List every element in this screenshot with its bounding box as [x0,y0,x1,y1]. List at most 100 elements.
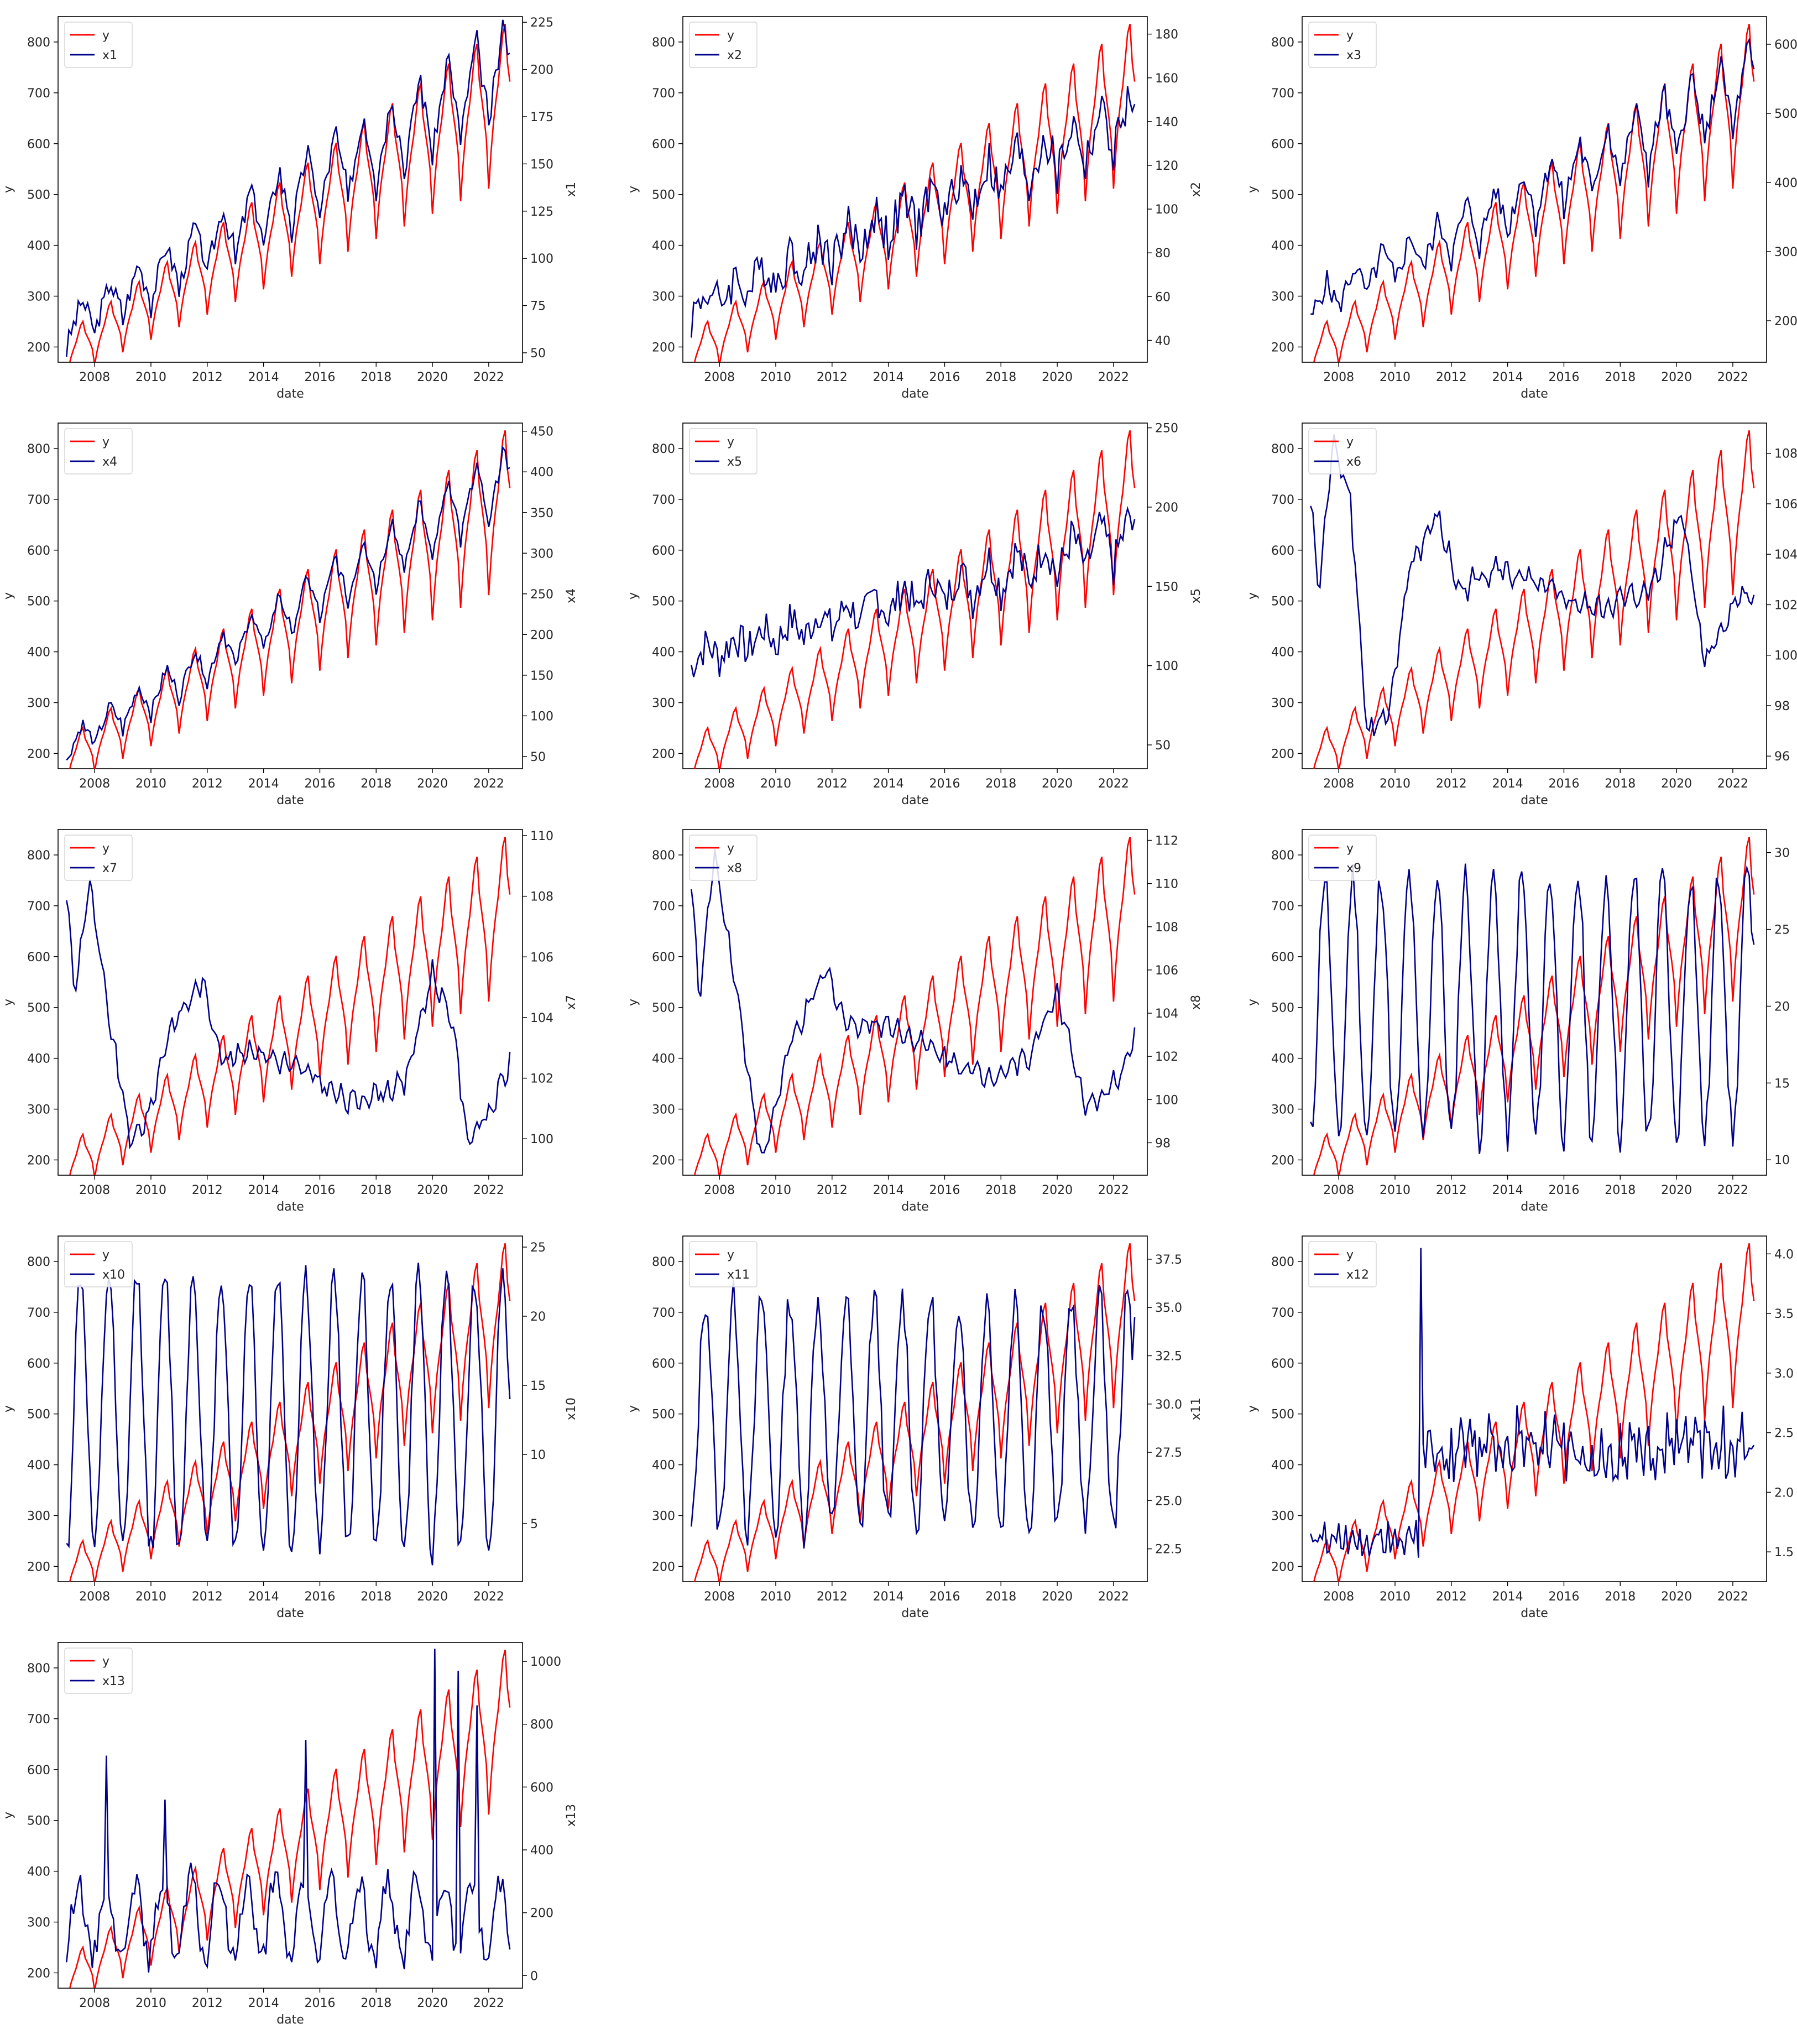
x-tick-label: 2018 [985,371,1016,384]
x-tick-label: 2020 [1042,1590,1073,1604]
x-tick-label: 2012 [192,371,223,384]
y-tick-label: 200 [1271,1560,1294,1574]
y-tick-label: 600 [1271,951,1294,964]
chart-svg-x2: 2008 2010 2012 2014 2016 2018 2020 2022 date 200 3… [626,16,1203,401]
legend-label-x13: x13 [102,1675,125,1688]
legend-label-x9: x9 [1346,862,1361,875]
series-line-x5 [691,505,1136,677]
x-tick-label: 2018 [361,777,391,791]
y-tick-label: 500 [652,189,675,202]
x-tick-label: 2016 [929,1183,960,1197]
x-tick-label: 2014 [1492,777,1523,791]
y-tick-label: 800 [652,1255,675,1269]
y2-tick-label: 75 [530,300,546,314]
y-tick-label: 600 [27,1357,50,1371]
chart-svg-x7: 2008 2010 2012 2014 2016 2018 2020 2022 date 200 3… [2,829,578,1214]
y-tick-label: 500 [27,595,50,609]
legend: y x11 [689,1241,758,1287]
x-tick-label: 2016 [304,1183,335,1197]
y2-tick-label: 150 [530,158,553,171]
y2-tick-label: 600 [530,1781,553,1795]
x-tick-label: 2008 [704,777,735,791]
y-axis-label: y [626,1405,640,1412]
y-tick-label: 700 [652,87,675,101]
x-axis-label: date [901,794,929,807]
y-tick-label: 700 [1271,900,1294,914]
legend: y x8 [689,835,758,881]
x-tick-label: 2010 [760,1590,791,1604]
y-tick-label: 700 [27,900,50,914]
x-tick-label: 2014 [248,1183,279,1197]
legend-label-y: y [102,1655,109,1668]
x-tick-label: 2010 [135,371,166,384]
y-tick-label: 800 [27,1662,50,1676]
y2-tick-label: 110 [530,830,553,843]
legend-label-y: y [102,1248,109,1262]
series-line-y [1313,1243,1755,1582]
chart-panel-x7: 2008 2010 2012 2014 2016 2018 2020 2022 date 200 3… [0,813,592,1214]
y-tick-label: 600 [1271,138,1294,152]
y-tick-label: 300 [1271,697,1294,711]
y-tick-label: 600 [27,544,50,558]
y-tick-label: 500 [1271,595,1294,609]
y-tick-label: 500 [27,1408,50,1422]
legend-label-y: y [1346,435,1354,449]
chart-svg-x10: 2008 2010 2012 2014 2016 2018 2020 2022date2003… [2,1235,578,1620]
series-line-x12 [1310,1248,1755,1558]
y-tick-label: 300 [27,290,50,304]
x-tick-label: 2012 [817,371,848,384]
legend-label-y: y [727,1248,734,1262]
chart-svg-x3: 2008 2010 2012 2014 2016 2018 2020 2022 date 200 3… [1246,16,1797,401]
x-tick-label: 2020 [417,1183,448,1197]
y2-tick-label: 100 [1155,1093,1178,1107]
chart-panel-x9: 2008 2010 2012 2014 2016 2018 2020 2022 date 200 3… [1244,813,1797,1214]
legend-label-y: y [102,435,109,449]
x-tick-label: 2016 [1548,1183,1579,1197]
y2-tick-label: 60 [1155,290,1171,304]
y-tick-label: 400 [27,1865,50,1879]
series-line-x2 [691,86,1136,338]
x-tick-label: 2018 [1605,777,1636,791]
x-tick-label: 2008 [79,371,110,384]
x-tick-label: 2012 [1436,371,1467,384]
x-tick-label: 2010 [135,1996,166,2010]
legend: y x4 [64,428,133,474]
y2-tick-label: 100 [1155,203,1178,217]
legend-label-x5: x5 [727,455,742,469]
y2-tick-label: 108 [530,890,553,904]
series-line-x10 [66,1263,511,1566]
legend-label-x2: x2 [727,49,742,62]
x-tick-label: 2022 [473,777,504,791]
y2-tick-label: 104 [530,1011,553,1025]
y-tick-label: 300 [27,1103,50,1117]
x-tick-label: 2016 [304,1996,335,2010]
series-line-y [69,23,511,362]
y2-tick-label: 175 [530,111,553,124]
y2-tick-label: 20 [530,1310,546,1324]
plot-frame [58,829,523,1176]
y2-tick-label: 250 [530,588,553,602]
y2-axis-label: x8 [1189,995,1203,1010]
legend-label-y: y [727,29,734,43]
y2-tick-label: 450 [530,425,553,439]
x-tick-label: 2014 [1492,1590,1523,1604]
y-tick-label: 800 [27,1255,50,1269]
x-tick-label: 2022 [1098,777,1129,791]
y-tick-label: 200 [652,1560,675,1574]
legend-label-y: y [1346,29,1354,43]
x-tick-label: 2018 [361,1590,391,1604]
y-tick-label: 300 [27,1510,50,1524]
y-tick-label: 700 [652,900,675,914]
x-tick-label: 2012 [192,1183,223,1197]
y2-tick-label: 5 [530,1518,538,1531]
y-tick-label: 600 [652,951,675,964]
x-tick-label: 2016 [304,371,335,384]
y2-tick-label: 10 [530,1448,546,1462]
y-tick-label: 800 [27,442,50,456]
x-tick-label: 2010 [1380,371,1411,384]
legend-box [1308,428,1377,474]
plot-frame [682,1235,1148,1582]
y-tick-label: 500 [27,1002,50,1015]
x-axis-label: date [901,387,929,401]
legend-box [1308,835,1377,881]
